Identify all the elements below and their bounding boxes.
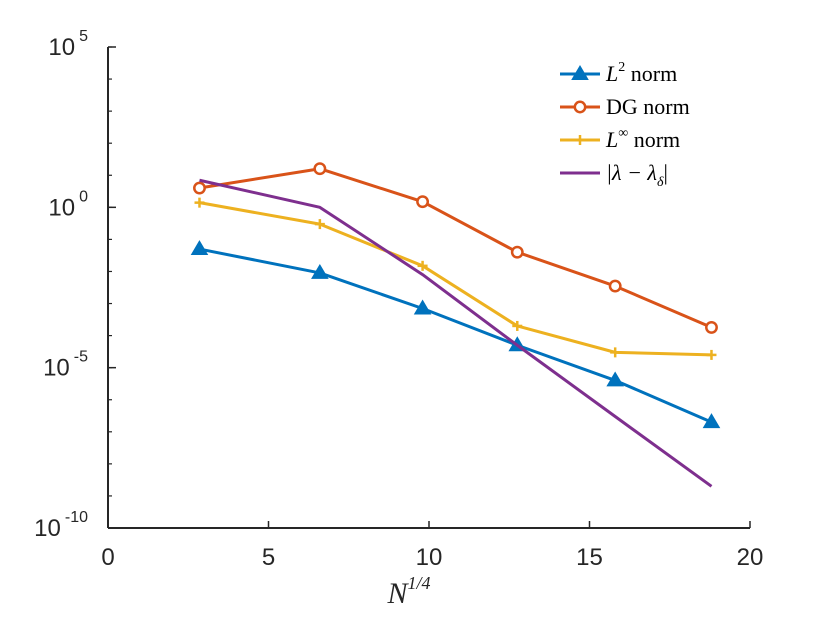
legend-label-main: L bbox=[605, 127, 618, 152]
legend-entry-0: L2 norm bbox=[560, 60, 677, 86]
series-line bbox=[199, 178, 713, 488]
series-line bbox=[199, 247, 713, 424]
y-tick-base: 10 bbox=[48, 34, 75, 61]
y-tick-label: 10 -5 bbox=[43, 349, 88, 382]
x-tick-label: 0 bbox=[101, 544, 114, 571]
y-tick-base: 10 bbox=[34, 515, 61, 542]
y-tick-label: 10 5 bbox=[48, 28, 88, 61]
data-point bbox=[512, 320, 523, 331]
y-tick-exponent: -5 bbox=[74, 349, 88, 366]
y-tick-base: 10 bbox=[43, 355, 70, 382]
series-line bbox=[199, 201, 712, 357]
data-point bbox=[417, 260, 428, 271]
data-point bbox=[311, 263, 329, 279]
legend-marker bbox=[573, 100, 587, 114]
y-tick-exponent: -10 bbox=[65, 509, 88, 526]
series-3 bbox=[199, 178, 713, 488]
legend-label-sub: δ bbox=[657, 175, 664, 190]
legend-label: L2 norm bbox=[605, 60, 677, 86]
legend-entry-1: DG norm bbox=[560, 94, 690, 119]
legend-label-sup: 2 bbox=[618, 60, 625, 75]
legend-label-post: norm bbox=[628, 127, 680, 152]
x-tick-label: 20 bbox=[737, 544, 764, 571]
legend-label-main: DG norm bbox=[606, 94, 690, 119]
data-point bbox=[416, 195, 430, 209]
legend-label: |λ − λδ| bbox=[606, 160, 668, 190]
legend-entry-2: L∞ norm bbox=[560, 126, 680, 152]
legend-label-sup: ∞ bbox=[618, 126, 628, 141]
legend-label: L∞ norm bbox=[605, 126, 680, 152]
y-tick-label: 10 0 bbox=[48, 188, 88, 221]
data-point bbox=[190, 240, 209, 256]
data-point bbox=[413, 299, 432, 315]
series-1 bbox=[193, 162, 718, 334]
data-point bbox=[705, 320, 718, 334]
data-point bbox=[194, 197, 205, 208]
data-point bbox=[510, 245, 524, 259]
series-group bbox=[190, 162, 721, 488]
x-tick-label: 15 bbox=[576, 544, 603, 571]
y-tick-exponent: 0 bbox=[79, 188, 88, 205]
data-point bbox=[606, 371, 624, 387]
series-2 bbox=[194, 197, 717, 360]
series-0 bbox=[190, 240, 721, 429]
legend-label-post: norm bbox=[625, 61, 677, 86]
legend-marker bbox=[571, 65, 589, 80]
legend-marker bbox=[575, 135, 585, 145]
data-point bbox=[706, 349, 717, 360]
y-tick-base: 10 bbox=[48, 194, 75, 221]
legend-label: DG norm bbox=[606, 94, 690, 119]
series-line bbox=[199, 167, 713, 329]
x-axis-label-base: N bbox=[386, 577, 409, 610]
x-axis-label-exponent: 1/4 bbox=[408, 573, 431, 593]
legend-label-post: | bbox=[663, 160, 667, 185]
data-point bbox=[702, 413, 721, 429]
legend-label-main: L bbox=[605, 61, 618, 86]
data-point bbox=[610, 347, 621, 358]
y-tick-label: 10 -10 bbox=[34, 509, 88, 542]
x-axis-label: N1/4 bbox=[386, 573, 430, 610]
legend-label-main: |λ − λ bbox=[606, 160, 657, 185]
data-point bbox=[313, 162, 327, 176]
data-point bbox=[193, 181, 206, 195]
data-point bbox=[314, 219, 325, 230]
data-point bbox=[608, 279, 622, 293]
y-tick-exponent: 5 bbox=[79, 28, 88, 45]
x-tick-label: 10 bbox=[416, 544, 443, 571]
legend-entry-3: |λ − λδ| bbox=[560, 160, 668, 190]
x-tick-label: 5 bbox=[262, 544, 275, 571]
